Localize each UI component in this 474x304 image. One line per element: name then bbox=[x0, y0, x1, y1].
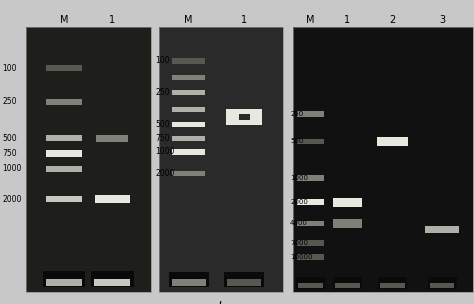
Text: 250: 250 bbox=[2, 97, 17, 106]
Bar bbox=[46, 65, 82, 71]
Bar bbox=[238, 114, 250, 120]
Text: 10000: 10000 bbox=[290, 254, 312, 260]
Bar bbox=[46, 150, 82, 157]
Bar bbox=[298, 139, 323, 144]
Bar bbox=[172, 136, 205, 141]
Bar bbox=[172, 122, 205, 127]
Text: M: M bbox=[306, 15, 315, 25]
Text: 2000: 2000 bbox=[290, 199, 308, 205]
Bar bbox=[298, 283, 323, 288]
Bar bbox=[172, 171, 205, 176]
Bar bbox=[298, 175, 323, 181]
Bar bbox=[26, 27, 151, 292]
Text: 100: 100 bbox=[155, 56, 170, 65]
Bar bbox=[430, 283, 455, 288]
Text: a: a bbox=[84, 301, 92, 304]
Bar bbox=[378, 277, 407, 289]
Bar bbox=[298, 221, 323, 226]
Text: 500: 500 bbox=[155, 120, 170, 129]
Bar bbox=[172, 58, 205, 64]
Text: 1000: 1000 bbox=[290, 175, 308, 181]
Bar bbox=[94, 278, 130, 286]
Bar bbox=[46, 166, 82, 172]
Bar bbox=[298, 199, 323, 205]
Bar bbox=[46, 278, 82, 286]
Bar bbox=[91, 271, 134, 287]
Text: 2000: 2000 bbox=[155, 169, 175, 178]
Bar bbox=[425, 226, 459, 233]
Bar bbox=[380, 283, 405, 288]
Bar bbox=[159, 27, 283, 292]
Text: M: M bbox=[184, 15, 193, 25]
Bar bbox=[298, 254, 323, 260]
Bar bbox=[172, 107, 205, 112]
Bar bbox=[227, 279, 261, 286]
Bar bbox=[26, 27, 151, 292]
Text: 750: 750 bbox=[2, 149, 17, 158]
Bar bbox=[172, 279, 206, 286]
Bar bbox=[169, 272, 209, 287]
Bar bbox=[293, 27, 473, 292]
Bar bbox=[226, 109, 263, 126]
Bar bbox=[159, 27, 283, 292]
Bar bbox=[96, 135, 128, 142]
Text: 2000: 2000 bbox=[2, 195, 22, 204]
Bar bbox=[172, 149, 205, 155]
Bar bbox=[43, 271, 85, 287]
Bar bbox=[333, 277, 362, 289]
Bar bbox=[94, 195, 130, 203]
Bar bbox=[46, 135, 82, 141]
Text: M: M bbox=[60, 15, 68, 25]
Text: 7000: 7000 bbox=[290, 240, 308, 246]
Bar bbox=[296, 277, 325, 289]
Text: 4000: 4000 bbox=[290, 220, 308, 226]
Text: c: c bbox=[317, 301, 323, 304]
Text: 500: 500 bbox=[2, 134, 17, 143]
Text: 250: 250 bbox=[290, 111, 303, 117]
Text: 1: 1 bbox=[109, 15, 115, 25]
Bar bbox=[172, 90, 205, 95]
Text: 1: 1 bbox=[241, 15, 247, 25]
Bar bbox=[377, 137, 408, 146]
Text: 1000: 1000 bbox=[155, 147, 175, 157]
Text: 3: 3 bbox=[439, 15, 445, 25]
Text: 500: 500 bbox=[290, 138, 303, 144]
Bar bbox=[172, 75, 205, 80]
Bar bbox=[333, 198, 362, 207]
Bar bbox=[428, 277, 456, 289]
Bar bbox=[298, 240, 323, 246]
Text: 750: 750 bbox=[155, 134, 170, 143]
Bar bbox=[26, 27, 151, 292]
Bar bbox=[293, 27, 473, 292]
Text: 1000: 1000 bbox=[2, 164, 22, 173]
Text: 2: 2 bbox=[389, 15, 396, 25]
Bar bbox=[46, 196, 82, 202]
Text: 250: 250 bbox=[155, 88, 170, 97]
Bar bbox=[298, 111, 323, 117]
Text: 1: 1 bbox=[345, 15, 350, 25]
Bar bbox=[46, 99, 82, 105]
Text: b: b bbox=[217, 301, 225, 304]
Text: 100: 100 bbox=[2, 64, 17, 73]
Bar bbox=[224, 272, 264, 287]
Bar bbox=[333, 219, 362, 228]
Bar bbox=[335, 283, 360, 288]
